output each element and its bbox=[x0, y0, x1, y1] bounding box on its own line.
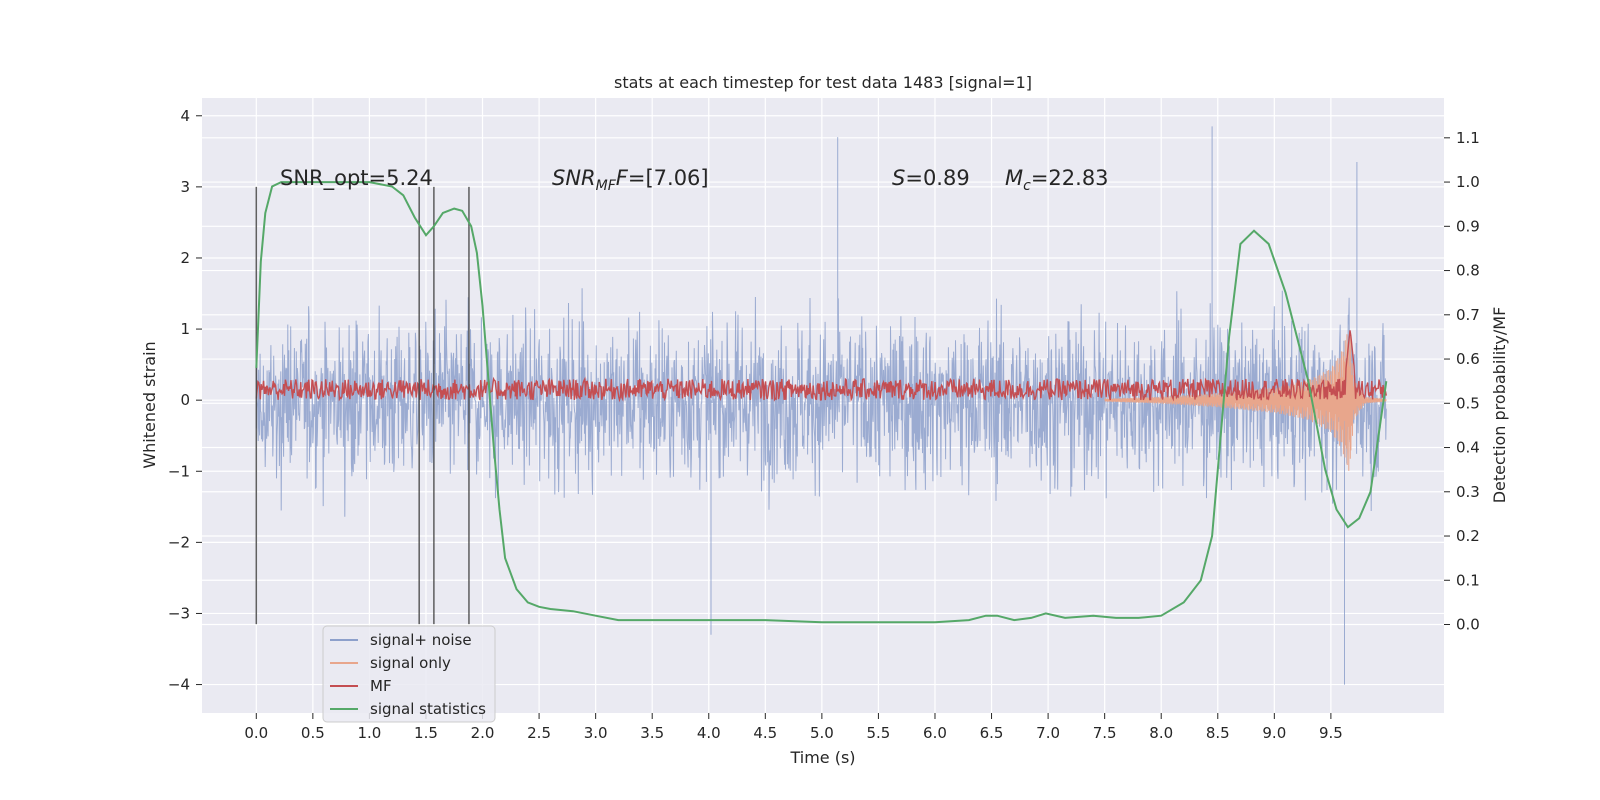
y-right-tick-label: 0.9 bbox=[1456, 217, 1480, 235]
y-axis-label-left: Whitened strain bbox=[140, 341, 159, 468]
x-tick-label: 0.0 bbox=[244, 724, 268, 742]
y-left-tick-label: −4 bbox=[168, 676, 190, 694]
x-tick-label: 3.5 bbox=[640, 724, 664, 742]
annotation-mc-value: =22.83 bbox=[1031, 166, 1109, 190]
annotation-s-base: S bbox=[892, 166, 905, 190]
y-right-tick-label: 0.4 bbox=[1456, 439, 1480, 457]
y-right-tick-label: 0.0 bbox=[1456, 616, 1480, 634]
legend-label-mf: MF bbox=[370, 677, 392, 695]
y-left-tick-label: 4 bbox=[180, 107, 190, 125]
signal-noise-line bbox=[255, 126, 1387, 685]
vertical-markers bbox=[255, 186, 470, 625]
y-left-tick-label: 1 bbox=[180, 320, 190, 338]
y-left-tick-label: −1 bbox=[168, 462, 190, 480]
x-tick-label: 5.0 bbox=[810, 724, 834, 742]
mf-series bbox=[255, 330, 1387, 403]
x-tick-label: 2.5 bbox=[527, 724, 551, 742]
y-right-tick-label: 0.8 bbox=[1456, 262, 1480, 280]
chart-title: stats at each timestep for test data 148… bbox=[614, 73, 1032, 92]
x-tick-label: 8.0 bbox=[1149, 724, 1173, 742]
legend-label-signal-noise: signal+ noise bbox=[370, 631, 472, 649]
y-left-tick-label: −2 bbox=[168, 533, 190, 551]
x-tick-label: 1.5 bbox=[414, 724, 438, 742]
y-right-tick-label: 0.7 bbox=[1456, 306, 1480, 324]
annotation-mc-base: M bbox=[1005, 166, 1023, 190]
y-right-tick-label: 0.5 bbox=[1456, 394, 1480, 412]
y-right-tick-label: 0.6 bbox=[1456, 350, 1480, 368]
annotation-mc-sub: c bbox=[1023, 178, 1031, 194]
x-tick-label: 6.5 bbox=[980, 724, 1004, 742]
x-tick-label: 9.0 bbox=[1262, 724, 1286, 742]
signal-noise-series bbox=[255, 126, 1387, 685]
y-left-tick-label: −3 bbox=[168, 604, 190, 622]
y-right-tick-label: 0.3 bbox=[1456, 483, 1480, 501]
x-tick-label: 6.0 bbox=[923, 724, 947, 742]
annotation-snr-mf-base: SNR bbox=[552, 166, 596, 190]
y-right-tick-label: 1.0 bbox=[1456, 173, 1480, 191]
x-tick-label: 9.5 bbox=[1319, 724, 1343, 742]
mf-line bbox=[255, 330, 1387, 403]
signal-only-line bbox=[1104, 334, 1387, 471]
x-tick-label: 3.0 bbox=[584, 724, 608, 742]
x-tick-label: 4.0 bbox=[697, 724, 721, 742]
x-tick-label: 0.5 bbox=[301, 724, 325, 742]
y-axis-label-right: Detection probability/MF bbox=[1490, 307, 1509, 504]
y-left-tick-label: 0 bbox=[180, 391, 190, 409]
x-tick-label: 4.5 bbox=[753, 724, 777, 742]
x-tick-label: 1.0 bbox=[357, 724, 381, 742]
y-right-tick-label: 0.2 bbox=[1456, 527, 1480, 545]
y-left-tick-label: 3 bbox=[180, 178, 190, 196]
ticks: 0.0 0.5 1.0 1.5 2.0 2.5 3.0 3.5 4.0 4.5 5.0 5.5 6.0 6… bbox=[168, 107, 1480, 742]
annotation-snr-mf-value: =[7.06] bbox=[628, 166, 709, 190]
signal-statistics-line bbox=[255, 181, 1388, 624]
annotation-s-value: =0.89 bbox=[905, 166, 969, 190]
y-left-tick-label: 2 bbox=[180, 249, 190, 267]
annotation-mc: Mc=22.83 bbox=[1005, 166, 1109, 194]
annotation-snr-mf-sub: MF bbox=[596, 178, 617, 194]
annotation-s: S=0.89 bbox=[892, 166, 970, 190]
signal-only-series bbox=[1104, 334, 1387, 471]
x-axis-label: Time (s) bbox=[789, 748, 855, 767]
y-right-tick-label: 0.1 bbox=[1456, 571, 1480, 589]
y-right-tick-label: 1.1 bbox=[1456, 129, 1480, 147]
x-tick-label: 8.5 bbox=[1206, 724, 1230, 742]
legend-box bbox=[322, 625, 496, 723]
legend: signal+ noise signal only MF signal stat… bbox=[322, 625, 496, 723]
x-tick-label: 7.5 bbox=[1093, 724, 1117, 742]
legend-label-signal-statistics: signal statistics bbox=[370, 700, 486, 718]
x-tick-label: 2.0 bbox=[471, 724, 495, 742]
signal-statistics-series bbox=[255, 181, 1388, 624]
annotation-snr-opt: SNR_opt=5.24 bbox=[280, 166, 433, 191]
annotation-snr-mf: SNRMFF=[7.06] bbox=[552, 166, 709, 194]
x-tick-label: 5.5 bbox=[866, 724, 890, 742]
legend-label-signal-only: signal only bbox=[370, 654, 451, 672]
x-tick-label: 7.0 bbox=[1036, 724, 1060, 742]
